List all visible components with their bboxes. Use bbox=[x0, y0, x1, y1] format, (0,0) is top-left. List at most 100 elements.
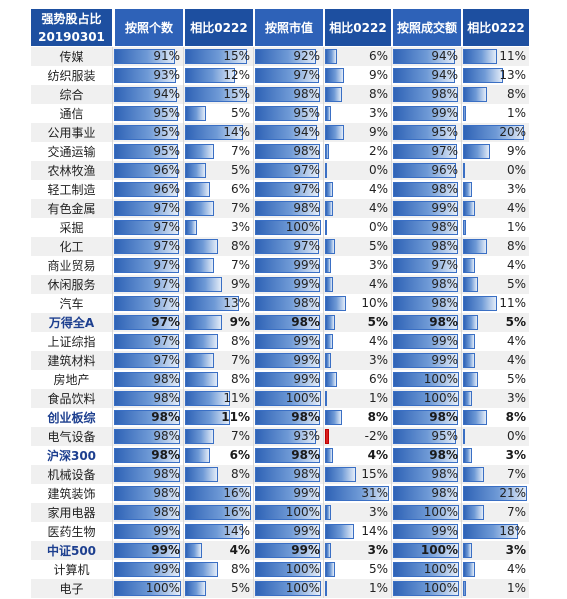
data-label: 99% bbox=[431, 334, 458, 348]
header-turnover: 按照成交额 bbox=[393, 9, 461, 46]
data-label: 97% bbox=[293, 163, 320, 177]
data-bar bbox=[255, 125, 318, 140]
data-cell: 97% bbox=[112, 256, 183, 275]
header-label: 强势股占比 20190301 bbox=[31, 9, 112, 46]
data-cell: 99% bbox=[112, 522, 183, 541]
data-cell: 14% bbox=[183, 522, 253, 541]
data-label: 97% bbox=[153, 220, 180, 234]
data-bar bbox=[325, 239, 336, 254]
data-label: 98% bbox=[431, 296, 458, 310]
data-label: 97% bbox=[431, 258, 458, 272]
data-cell: 98% bbox=[391, 85, 461, 104]
data-cell: 18% bbox=[461, 522, 529, 541]
data-cell: 9% bbox=[183, 313, 253, 332]
data-cell: 97% bbox=[112, 218, 183, 237]
data-cell: 7% bbox=[461, 503, 529, 522]
data-label: -2% bbox=[364, 429, 388, 443]
data-cell: 97% bbox=[112, 275, 183, 294]
data-bar bbox=[255, 448, 320, 463]
data-label: 14% bbox=[361, 524, 388, 538]
data-cell: 14% bbox=[183, 123, 253, 142]
data-cell: 5% bbox=[461, 313, 529, 332]
row-name: 建筑材料 bbox=[47, 354, 96, 368]
data-bar bbox=[325, 581, 328, 596]
data-cell: 98% bbox=[391, 484, 461, 503]
data-label: 8% bbox=[230, 372, 250, 386]
data-cell: 97% bbox=[112, 199, 183, 218]
data-label: 94% bbox=[431, 49, 458, 63]
data-label: 100% bbox=[285, 562, 320, 576]
row-name: 计算机 bbox=[53, 563, 90, 577]
data-bar bbox=[185, 144, 214, 159]
data-label: 0% bbox=[506, 163, 526, 177]
data-cell: 0% bbox=[461, 161, 529, 180]
data-label: 99% bbox=[431, 201, 458, 215]
data-label: 8% bbox=[506, 87, 526, 101]
table-row: 传媒 91% 15% 92% 6% 94% 11% bbox=[31, 47, 529, 66]
data-cell: 98% bbox=[112, 408, 183, 427]
data-label: 98% bbox=[151, 448, 180, 462]
data-cell: 99% bbox=[253, 332, 323, 351]
data-bar bbox=[185, 353, 214, 368]
data-label: 97% bbox=[153, 353, 180, 367]
data-bar bbox=[185, 562, 218, 577]
data-label: 5% bbox=[505, 315, 526, 329]
data-cell: 98% bbox=[112, 446, 183, 465]
data-bar bbox=[463, 353, 476, 368]
data-label: 9% bbox=[230, 277, 250, 291]
data-bar bbox=[325, 505, 332, 520]
data-bar bbox=[185, 391, 231, 406]
data-cell: 100% bbox=[391, 541, 461, 560]
data-cell: 98% bbox=[112, 389, 183, 408]
data-bar bbox=[114, 239, 179, 254]
table-row: 电气设备 98% 7% 93% -2% 95% 0% bbox=[31, 427, 529, 446]
data-bar bbox=[325, 467, 356, 482]
data-cell: 100% bbox=[253, 389, 323, 408]
row-name: 中证500 bbox=[46, 544, 97, 558]
data-cell: 98% bbox=[112, 484, 183, 503]
data-label: 98% bbox=[153, 429, 180, 443]
data-label: 7% bbox=[230, 258, 250, 272]
data-cell: 5% bbox=[323, 560, 391, 579]
data-cell: 16% bbox=[183, 484, 253, 503]
data-cell: 4% bbox=[323, 180, 391, 199]
data-cell: 9% bbox=[183, 275, 253, 294]
data-cell: 100% bbox=[253, 503, 323, 522]
data-bar bbox=[393, 125, 456, 140]
data-bar bbox=[255, 372, 321, 387]
data-bar bbox=[255, 239, 320, 254]
header-count: 按照个数 bbox=[115, 9, 183, 46]
data-cell: 95% bbox=[391, 427, 461, 446]
data-label: 93% bbox=[293, 429, 320, 443]
data-bar bbox=[463, 391, 473, 406]
data-label: 100% bbox=[285, 581, 320, 595]
data-cell: 2% bbox=[323, 142, 391, 161]
data-label: 94% bbox=[431, 68, 458, 82]
data-bar bbox=[325, 258, 332, 273]
table-row: 通信 95% 5% 95% 3% 99% 1% bbox=[31, 104, 529, 123]
data-bar bbox=[393, 448, 458, 463]
data-bar bbox=[185, 524, 243, 539]
table-row: 中证500 99% 4% 99% 3% 100% 3% bbox=[31, 541, 529, 560]
data-label: 9% bbox=[229, 315, 250, 329]
data-label: 98% bbox=[153, 486, 180, 500]
data-label: 9% bbox=[368, 68, 388, 82]
data-cell: 97% bbox=[112, 351, 183, 370]
data-bar bbox=[325, 410, 342, 425]
data-bar bbox=[463, 429, 465, 444]
data-bar bbox=[114, 391, 180, 406]
data-label: 100% bbox=[285, 391, 320, 405]
row-name: 化工 bbox=[59, 240, 84, 254]
data-cell: 8% bbox=[183, 560, 253, 579]
data-label: 100% bbox=[423, 562, 458, 576]
data-bar bbox=[393, 182, 458, 197]
data-bar bbox=[393, 144, 458, 159]
data-label: 99% bbox=[431, 106, 458, 120]
data-cell: 100% bbox=[391, 579, 461, 598]
table-row: 食品饮料 98% 11% 100% 1% 100% 3% bbox=[31, 389, 529, 408]
data-label: 1% bbox=[368, 391, 388, 405]
data-bar bbox=[255, 505, 321, 520]
data-cell: 92% bbox=[253, 47, 323, 66]
data-cell: 97% bbox=[112, 237, 183, 256]
data-bar bbox=[185, 49, 247, 64]
